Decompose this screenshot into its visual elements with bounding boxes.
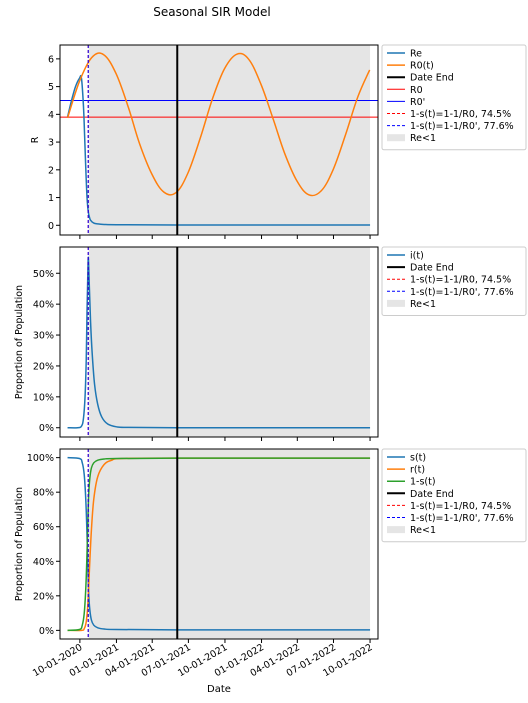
y-tick-label: 0% — [39, 423, 54, 434]
series-line-Re — [66, 74, 371, 226]
legend-label: Date End — [410, 489, 454, 500]
y-tick-label: 100% — [27, 453, 54, 464]
legend-label: 1-s(t)=1-1/R0', 77.6% — [410, 287, 514, 298]
series-line-R0t — [66, 52, 371, 197]
shade-region-re-below-1 — [88, 247, 371, 437]
legend-swatch — [387, 526, 405, 534]
legend-box — [381, 44, 527, 151]
legend-label: Re — [410, 49, 422, 60]
y-tick-label: 2 — [48, 165, 54, 176]
y-tick-label: 4 — [48, 110, 54, 121]
y-tick-label: 3 — [48, 138, 54, 149]
y-tick-label: 30% — [33, 331, 54, 342]
legend-label: R0(t) — [410, 61, 434, 72]
legend-label: R0' — [410, 97, 425, 108]
legend-label: s(t) — [410, 453, 426, 464]
shade-region-re-below-1 — [88, 449, 371, 639]
y-tick-label: 20% — [33, 361, 54, 372]
y-axis-label: R — [30, 136, 41, 143]
legend-swatch — [387, 134, 405, 142]
y-tick-label: 80% — [33, 488, 54, 499]
legend-label: R0 — [410, 85, 423, 96]
axes-frame — [59, 246, 379, 438]
y-tick-label: 50% — [33, 269, 54, 280]
axes-frame — [59, 44, 379, 236]
y-tick-label: 40% — [33, 557, 54, 568]
y-tick-label: 20% — [33, 591, 54, 602]
x-axis-label: Date — [207, 684, 231, 695]
y-tick-label: 40% — [33, 300, 54, 311]
y-axis-label: Proportion of Population — [14, 487, 25, 601]
legend-label: Re<1 — [410, 133, 436, 144]
legend-label: Re<1 — [410, 299, 436, 310]
legend-label: 1-s(t)=1-1/R0, 74.5% — [410, 275, 511, 286]
shade-region-re-below-1 — [88, 45, 371, 235]
legend-box — [381, 448, 527, 543]
panel-2: 0% 10% 20% 30% 40% 50% Proportion of Populatio… — [14, 246, 527, 441]
legend-box — [381, 246, 527, 316]
axes-frame — [59, 448, 379, 640]
legend-label: 1-s(t) — [410, 477, 436, 488]
chart-title: Seasonal SIR Model — [153, 5, 270, 19]
legend-swatch — [387, 299, 405, 307]
series-line-st — [67, 456, 371, 631]
legend-label: 1-s(t)=1-1/R0', 77.6% — [410, 513, 514, 524]
y-tick-label: 10% — [33, 392, 54, 403]
legend-label: 1-s(t)=1-1/R0, 74.5% — [410, 501, 511, 512]
legend-label: Date End — [410, 263, 454, 274]
legend-label: 1-s(t)=1-1/R0, 74.5% — [410, 109, 511, 120]
legend-label: Re<1 — [410, 525, 436, 536]
legend-label: 1-s(t)=1-1/R0', 77.6% — [410, 121, 514, 132]
series-line-it — [67, 256, 371, 429]
series-line-1st — [67, 457, 371, 632]
y-tick-label: 0% — [39, 626, 54, 637]
legend-label: i(t) — [410, 251, 424, 262]
y-tick-label: 0 — [48, 221, 54, 232]
y-tick-label: 5 — [48, 82, 54, 93]
y-axis-label: Proportion of Population — [14, 285, 25, 399]
panel-3: 0% 20% 40% 60% 80% 100% Proportion of Populati… — [14, 448, 527, 679]
y-tick-label: 1 — [48, 193, 54, 204]
y-tick-label: 60% — [33, 522, 54, 533]
legend-label: r(t) — [410, 465, 425, 476]
legend-label: Date End — [410, 73, 454, 84]
y-tick-label: 6 — [48, 54, 54, 65]
